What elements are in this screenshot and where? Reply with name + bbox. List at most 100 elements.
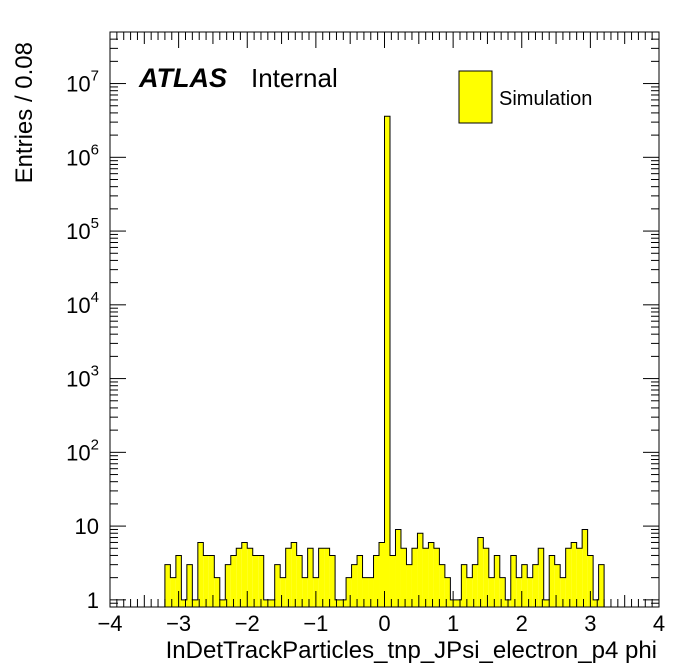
histogram-bar: [241, 542, 248, 607]
legend: Simulation: [458, 70, 592, 124]
histogram-outline: [164, 115, 605, 607]
histogram-bar: [598, 564, 605, 607]
x-tick-label: −1: [303, 611, 328, 636]
histogram-bar: [175, 555, 182, 607]
atlas-label: ATLAS: [138, 63, 227, 93]
histogram-bar: [472, 564, 478, 607]
y-tick-label: 1: [87, 588, 99, 613]
histogram-bar: [346, 577, 352, 607]
x-tick-label: 1: [447, 611, 459, 636]
histogram-bar: [252, 555, 259, 607]
histogram-bar: [571, 542, 577, 607]
histogram-bar: [389, 555, 396, 607]
histogram-bar: [329, 555, 336, 607]
histogram-bar: [400, 548, 407, 607]
histogram-bar: [164, 564, 171, 607]
histogram-bar: [455, 599, 462, 607]
histogram-bar: [510, 555, 517, 607]
y-tick-label: 106: [66, 141, 99, 170]
histogram-bar: [170, 577, 176, 607]
x-tick-label: −2: [235, 611, 260, 636]
y-tick-label: 107: [66, 68, 99, 97]
histogram-bar: [285, 548, 292, 607]
histogram-bar: [230, 555, 237, 607]
histogram-bar: [186, 564, 193, 607]
histogram-bar: [422, 548, 429, 607]
histogram-bar: [554, 564, 561, 607]
histogram-bar: [373, 555, 380, 607]
histogram-bar: [318, 548, 325, 607]
histogram-bar: [576, 548, 583, 607]
x-tick-label: 3: [584, 611, 596, 636]
x-axis-title: InDetTrackParticles_tnp_JPsi_electron_p4…: [166, 637, 657, 664]
histogram-bar: [258, 555, 264, 607]
histogram-bar: [543, 599, 550, 607]
x-tick-label: −4: [97, 611, 122, 636]
histogram-bar: [307, 548, 314, 607]
histogram-bar: [488, 577, 495, 607]
histogram-bar: [565, 548, 572, 607]
x-tick-label: 2: [516, 611, 528, 636]
histogram-bar: [197, 542, 204, 607]
y-tick-label: 103: [66, 363, 99, 392]
histogram-bar: [549, 555, 555, 607]
histogram-bar: [582, 529, 588, 607]
atlas-status: Internal: [251, 63, 338, 93]
histogram-bar: [587, 555, 594, 607]
y-tick-label: 10: [75, 514, 99, 539]
histogram-bar: [214, 577, 220, 607]
histogram-bar: [417, 533, 423, 607]
histogram-bar: [181, 599, 187, 607]
y-tick-label: 102: [66, 436, 99, 465]
histogram-bar: [406, 564, 412, 607]
y-tick-label: 105: [66, 215, 99, 244]
histogram-bar: [302, 577, 308, 607]
histogram-bar: [269, 599, 275, 607]
histogram-bar: [521, 564, 528, 607]
axis-ticks: [109, 31, 660, 608]
x-tick-label: 4: [653, 611, 665, 636]
legend-entry-label: Simulation: [499, 88, 592, 110]
histogram-bar: [527, 577, 533, 607]
histogram-bar: [324, 548, 330, 607]
histogram-bar: [466, 577, 473, 607]
histogram-bar: [280, 577, 286, 607]
histogram-bar: [219, 599, 226, 607]
x-tick-label: −3: [166, 611, 191, 636]
histogram-bar: [247, 548, 253, 607]
histogram-bar: [560, 577, 566, 607]
histogram-bar: [494, 555, 500, 607]
tick-labels: −4 −3 −2 −1 0 1 2 3 4 1 10 102 103 104 105 106 107: [66, 68, 665, 636]
histogram-bar: [225, 564, 231, 607]
histogram-bar: [351, 564, 358, 607]
x-tick-label: 0: [378, 611, 390, 636]
histogram-bar: [384, 116, 390, 607]
histogram-bar: [532, 564, 539, 607]
histogram-bars: [164, 115, 605, 607]
histogram-bar: [439, 564, 445, 607]
legend-swatch: [458, 70, 493, 124]
histogram-bar: [362, 577, 369, 607]
histogram-bar: [335, 599, 341, 607]
histogram-bar: [208, 555, 215, 607]
histogram-bar: [593, 599, 599, 607]
histogram-bar: [477, 537, 484, 607]
histogram-bar: [483, 548, 489, 607]
histogram-bar: [461, 564, 467, 607]
histogram-bar: [516, 577, 522, 607]
histogram-bar: [291, 542, 297, 607]
histogram-bar: [411, 548, 418, 607]
histogram-bar: [433, 548, 440, 607]
histogram-bar: [538, 548, 544, 607]
histogram-bar: [203, 555, 209, 607]
histogram-bar: [499, 577, 506, 607]
histogram-bar: [192, 599, 198, 607]
histogram-bar: [428, 542, 434, 607]
histogram-bar: [379, 542, 385, 607]
histogram-bar: [263, 599, 270, 607]
histogram-bar: [274, 564, 281, 607]
histogram-bar: [236, 548, 242, 607]
histogram-bar: [357, 555, 363, 607]
histogram-bar: [395, 529, 401, 607]
